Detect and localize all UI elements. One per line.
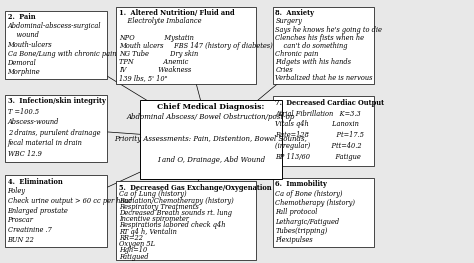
FancyBboxPatch shape bbox=[116, 181, 256, 260]
Text: Ca Bone/Lung with chronic pain: Ca Bone/Lung with chronic pain bbox=[8, 50, 116, 58]
Text: Abdominal Abscess/ Bowel Obstruction/post-op: Abdominal Abscess/ Bowel Obstruction/pos… bbox=[127, 113, 295, 121]
Text: wound: wound bbox=[8, 32, 38, 39]
Text: Enlarged prostate: Enlarged prostate bbox=[8, 207, 68, 215]
Text: Verbalized that he is nervous: Verbalized that he is nervous bbox=[275, 74, 373, 82]
Text: Plexipulses: Plexipulses bbox=[275, 236, 313, 244]
Text: 6.  Immobility: 6. Immobility bbox=[275, 180, 327, 188]
Text: Respiratory Treatments: Respiratory Treatments bbox=[119, 203, 199, 211]
Text: 4.  Elimination: 4. Elimination bbox=[8, 178, 63, 185]
Text: BUN 22: BUN 22 bbox=[8, 236, 35, 244]
Text: NG Tube          Dry skin: NG Tube Dry skin bbox=[119, 50, 198, 58]
Text: Demoral: Demoral bbox=[8, 59, 36, 67]
Text: Electrolyte Imbalance: Electrolyte Imbalance bbox=[119, 17, 201, 25]
Text: can't do something: can't do something bbox=[275, 42, 348, 50]
Text: Lethargic/Fatigued: Lethargic/Fatigued bbox=[275, 218, 339, 226]
FancyBboxPatch shape bbox=[5, 175, 107, 247]
Text: Rate=128             Pt=17.5: Rate=128 Pt=17.5 bbox=[275, 132, 365, 139]
Text: 3.  Infection/skin integrity: 3. Infection/skin integrity bbox=[8, 97, 105, 105]
Text: Check urine output > 60 cc per hour: Check urine output > 60 cc per hour bbox=[8, 197, 131, 205]
Text: Mouth ulcers     FBS 147 (history of diabetes): Mouth ulcers FBS 147 (history of diabete… bbox=[119, 42, 273, 50]
Text: TPN              Anemic: TPN Anemic bbox=[119, 58, 188, 66]
Text: Decreased Breath sounds rt. lung: Decreased Breath sounds rt. lung bbox=[119, 209, 232, 217]
Text: Fidgets with his hands: Fidgets with his hands bbox=[275, 58, 351, 66]
Text: Creatinine .7: Creatinine .7 bbox=[8, 226, 52, 234]
Text: BP 113/60            Fatigue: BP 113/60 Fatigue bbox=[275, 153, 361, 161]
Text: Fall protocol: Fall protocol bbox=[275, 208, 318, 216]
Text: RR=22: RR=22 bbox=[119, 234, 143, 242]
Text: Surgery: Surgery bbox=[275, 17, 302, 25]
Text: fecal material in drain: fecal material in drain bbox=[8, 139, 82, 147]
FancyBboxPatch shape bbox=[5, 95, 107, 162]
Text: Hgh=10: Hgh=10 bbox=[119, 246, 147, 254]
Text: 8.  Anxiety: 8. Anxiety bbox=[275, 9, 314, 17]
Text: 2 drains, purulent drainage: 2 drains, purulent drainage bbox=[8, 129, 100, 137]
Text: Proscar: Proscar bbox=[8, 216, 34, 224]
Text: Vitals q4h           Lanoxin: Vitals q4h Lanoxin bbox=[275, 120, 359, 128]
Text: Radiation/Chemotherapy (history): Radiation/Chemotherapy (history) bbox=[119, 196, 234, 205]
Text: 139 lbs, 5' 10": 139 lbs, 5' 10" bbox=[119, 74, 168, 82]
Text: Tubes(tripping): Tubes(tripping) bbox=[275, 227, 328, 235]
Text: Chief Medical Diagnosis:: Chief Medical Diagnosis: bbox=[157, 103, 264, 111]
FancyBboxPatch shape bbox=[273, 96, 374, 166]
Text: IV               Weakness: IV Weakness bbox=[119, 66, 191, 74]
Text: Mouth-ulcers: Mouth-ulcers bbox=[8, 41, 52, 49]
Text: Cries: Cries bbox=[275, 66, 293, 74]
Text: Abscess-wound: Abscess-wound bbox=[8, 118, 59, 126]
FancyBboxPatch shape bbox=[5, 11, 107, 79]
Text: I and O, Drainage, Abd Wound: I and O, Drainage, Abd Wound bbox=[157, 156, 265, 164]
FancyBboxPatch shape bbox=[116, 7, 256, 84]
Text: (irregular)          Ptt=40.2: (irregular) Ptt=40.2 bbox=[275, 142, 362, 150]
Text: Says he knows he's going to die: Says he knows he's going to die bbox=[275, 26, 382, 33]
Text: Fatigued: Fatigued bbox=[119, 252, 148, 261]
Text: WBC 12.9: WBC 12.9 bbox=[8, 150, 41, 158]
Text: Abdominal-abscess-surgical: Abdominal-abscess-surgical bbox=[8, 22, 101, 30]
Text: Chemotherapy (history): Chemotherapy (history) bbox=[275, 199, 356, 207]
Text: NPO              Mystatin: NPO Mystatin bbox=[119, 34, 194, 42]
Text: Ca of Lung (history): Ca of Lung (history) bbox=[119, 190, 187, 198]
Text: Morphine: Morphine bbox=[8, 68, 40, 76]
Text: Clenches his fists when he: Clenches his fists when he bbox=[275, 34, 365, 42]
Text: Priority Assessments: Pain, Distention, Bowel Sounds,: Priority Assessments: Pain, Distention, … bbox=[115, 135, 307, 143]
Text: 2.  Pain: 2. Pain bbox=[8, 13, 35, 21]
FancyBboxPatch shape bbox=[140, 100, 282, 179]
Text: Atrial Fibrillation   K=3.3: Atrial Fibrillation K=3.3 bbox=[275, 109, 361, 118]
Text: 5.  Decreased Gas Exchange/Oxygenation: 5. Decreased Gas Exchange/Oxygenation bbox=[119, 184, 272, 192]
Text: RT q4 h, Ventalin: RT q4 h, Ventalin bbox=[119, 228, 177, 236]
FancyBboxPatch shape bbox=[273, 178, 374, 247]
Text: T =100.5: T =100.5 bbox=[8, 108, 39, 116]
FancyBboxPatch shape bbox=[273, 7, 374, 84]
Text: 7.  Decreased Cardiac Output: 7. Decreased Cardiac Output bbox=[275, 99, 384, 107]
Text: Respirations labored check q4h: Respirations labored check q4h bbox=[119, 221, 226, 229]
Text: 1.  Altered Nutrition/ Fluid and: 1. Altered Nutrition/ Fluid and bbox=[119, 9, 235, 17]
Text: Ca of Bone (history): Ca of Bone (history) bbox=[275, 190, 343, 198]
Text: Oxygen 5L: Oxygen 5L bbox=[119, 240, 155, 248]
Text: Chronic pain: Chronic pain bbox=[275, 50, 319, 58]
Text: Incentive spirometer: Incentive spirometer bbox=[119, 215, 189, 223]
Text: Foley: Foley bbox=[8, 187, 26, 195]
